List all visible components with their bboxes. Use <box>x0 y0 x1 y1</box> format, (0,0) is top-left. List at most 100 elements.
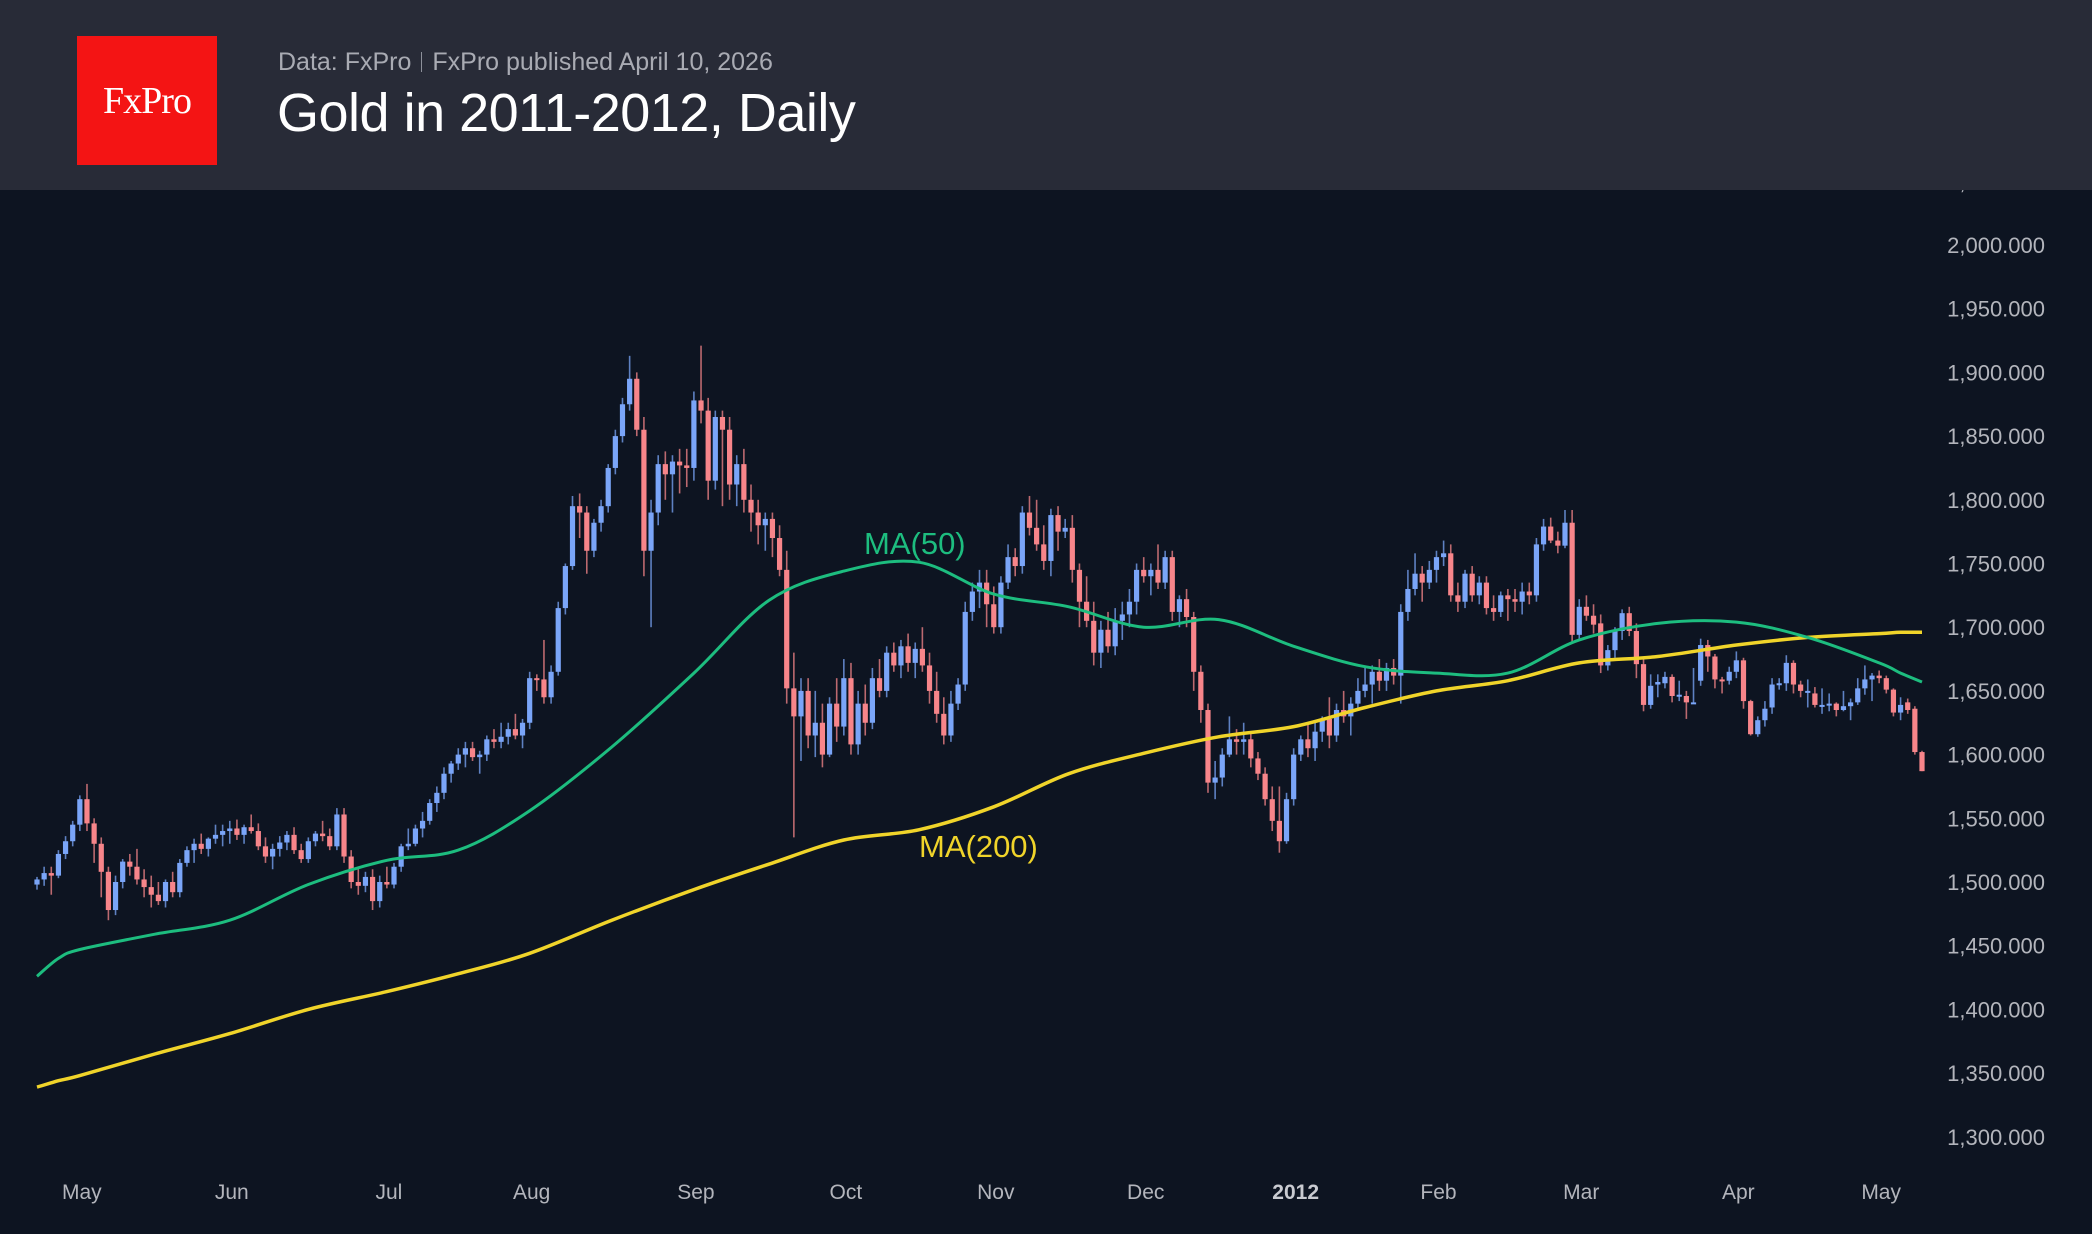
candle <box>1012 548 1018 577</box>
candle-body <box>98 843 104 872</box>
candle <box>98 837 104 898</box>
candle <box>1526 582 1532 605</box>
candle-body <box>1698 645 1704 681</box>
candle <box>541 639 547 704</box>
candle-body <box>1291 754 1297 800</box>
candle <box>270 843 276 870</box>
candle <box>1298 735 1304 761</box>
candle-body <box>741 464 747 500</box>
candle <box>1098 620 1104 668</box>
candle-body <box>1055 515 1061 532</box>
candle-body <box>448 763 454 774</box>
candle <box>369 869 376 911</box>
candle-body <box>1212 777 1218 783</box>
candle <box>1062 518 1068 539</box>
candle-body <box>919 648 925 666</box>
candle <box>1612 627 1618 658</box>
y-axis: 1,300.000 1,350.000 1,400.000 1,450.000 1,50… <box>1947 169 2045 1150</box>
candle <box>477 750 483 774</box>
candle-body <box>491 739 497 742</box>
candle <box>1026 495 1033 536</box>
candle <box>1455 582 1461 612</box>
candle <box>669 455 676 513</box>
candle-body <box>541 679 547 698</box>
candle-body <box>155 894 161 902</box>
candle-body <box>1126 601 1133 615</box>
candle <box>648 499 654 628</box>
candle-body <box>1062 527 1068 532</box>
candle <box>134 848 140 885</box>
candle <box>441 767 447 800</box>
candle-body <box>1690 702 1697 705</box>
candle <box>1376 659 1382 691</box>
candle-body <box>1912 708 1918 753</box>
candle <box>1812 687 1818 708</box>
candle-body <box>1833 703 1839 711</box>
candle <box>177 859 183 898</box>
candle-body <box>555 608 561 672</box>
y-tick-label: 1,950.000 <box>1947 297 2045 322</box>
candle <box>1019 506 1025 574</box>
candle <box>998 576 1004 634</box>
candle <box>255 823 261 851</box>
candle-body <box>477 754 483 758</box>
candle <box>1690 667 1697 705</box>
candle <box>355 869 361 895</box>
candle-body <box>1133 569 1140 602</box>
candle <box>869 667 875 730</box>
candle <box>1076 563 1083 628</box>
candle-body <box>776 538 783 570</box>
candle <box>462 741 469 768</box>
candle-body <box>1719 679 1725 682</box>
candle <box>1790 660 1797 694</box>
candle-body <box>1905 702 1911 711</box>
candle-body <box>55 853 62 876</box>
candle-body <box>1648 685 1654 705</box>
candle <box>1126 588 1133 628</box>
candle-body <box>91 823 97 844</box>
candle <box>1276 786 1282 853</box>
candle <box>170 871 176 898</box>
candle <box>112 875 119 916</box>
candle <box>791 652 797 838</box>
candle-body <box>1712 656 1718 680</box>
candle-body <box>1533 544 1540 596</box>
candle <box>1241 722 1247 755</box>
candle-body <box>262 846 269 857</box>
candle <box>619 397 626 443</box>
candle <box>1212 760 1218 800</box>
candle-body <box>1412 573 1418 589</box>
candle <box>1162 550 1168 589</box>
candle <box>512 713 518 740</box>
candle-body <box>548 671 554 698</box>
candle <box>1441 540 1447 567</box>
candle-body <box>1862 679 1868 689</box>
candle-body <box>1005 557 1011 583</box>
candle-body <box>48 873 54 876</box>
candle <box>1590 604 1597 634</box>
candle-body <box>391 866 397 885</box>
candle <box>148 875 154 908</box>
candle <box>677 448 683 494</box>
candle <box>198 833 204 854</box>
chart-header: FxPro Data: FxPro FxPro published April 1… <box>0 0 2092 190</box>
candle <box>641 416 647 577</box>
candle-body <box>662 464 668 475</box>
candle-body <box>1876 675 1882 679</box>
candle-body <box>1069 527 1075 570</box>
candle <box>1769 678 1775 714</box>
candle <box>1555 531 1561 554</box>
y-tick-label: 1,700.000 <box>1947 615 2045 640</box>
candle-body <box>698 400 704 411</box>
candle-body <box>1026 512 1033 528</box>
candle <box>934 671 940 723</box>
candle-body <box>405 843 411 847</box>
y-tick-label: 1,550.000 <box>1947 806 2045 831</box>
candle <box>655 455 661 526</box>
candle-body <box>1776 683 1782 686</box>
candle-body <box>1576 606 1582 635</box>
candle-body <box>834 703 840 727</box>
candle-body <box>1662 676 1668 684</box>
candle-body <box>1376 671 1382 681</box>
candle-body <box>1405 588 1411 612</box>
